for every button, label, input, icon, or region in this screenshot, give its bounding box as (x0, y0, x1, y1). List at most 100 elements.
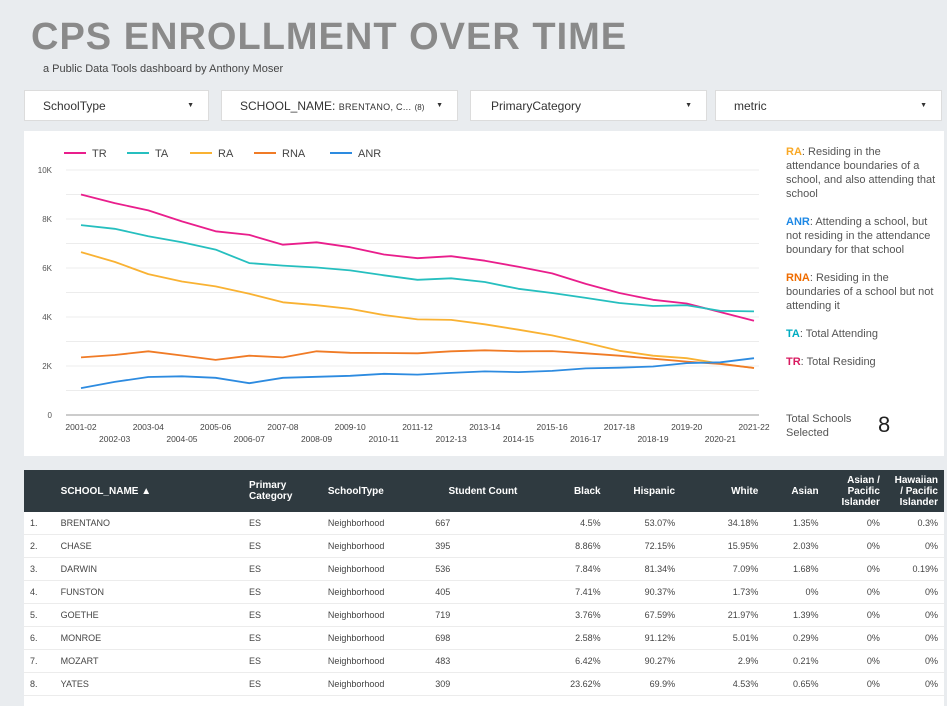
table-header-school-name[interactable]: SCHOOL_NAME ▲ (60, 485, 152, 497)
table-header-hispanic[interactable]: Hispanic (633, 485, 676, 497)
definition-key: RNA (786, 272, 810, 284)
metric-definitions: RA: Residing in the attendance boundarie… (786, 145, 936, 383)
cell-white-pct: 21.97% (681, 603, 765, 627)
cell-asian-pct: 0% (764, 580, 825, 604)
table-header-black[interactable]: Black (573, 485, 601, 497)
school-name-filter-count: (8) (414, 102, 425, 112)
cell-school-type: Neighborhood (321, 534, 430, 558)
x-tick-label: 2021-22 (738, 422, 769, 432)
cell-primary-category: ES (243, 512, 322, 535)
cell-primary-category: ES (243, 557, 322, 581)
cell-asian-pacific-islander-pct: 0% (824, 580, 886, 604)
y-tick-label: 0 (48, 411, 53, 420)
cell-hawaiian-pacific-islander-pct: 0% (885, 626, 944, 650)
cell-hispanic-pct: 91.12% (606, 626, 682, 650)
table-header-primary-category[interactable]: Primary Category (249, 480, 293, 502)
primary-category-filter[interactable]: PrimaryCategory ▼ (470, 90, 707, 121)
cell-student-count: 536 (429, 557, 524, 581)
legend-label-tr: TR (92, 148, 107, 160)
table-row[interactable]: 1. BRENTANO ES Neighborhood 667 4.5% 53.07% 34.… (24, 512, 944, 535)
dropdown-arrow-icon: ▼ (920, 102, 927, 109)
table-body: 1. BRENTANO ES Neighborhood 667 4.5% 53.07% 34.… (24, 512, 944, 696)
cell-student-count: 395 (429, 534, 524, 558)
legend-label-anr: ANR (358, 148, 381, 160)
x-tick-label: 2003-04 (133, 422, 164, 432)
cell-hawaiian-pacific-islander-pct: 0% (885, 649, 944, 673)
cell-hawaiian-pacific-islander-pct: 0.19% (885, 557, 944, 581)
table-row[interactable]: 8. YATES ES Neighborhood 309 23.62% 69.9% 4.53%… (24, 672, 944, 696)
table-header-hawaiian-pacific-islander[interactable]: Hawaiian / Pacific Islander (894, 474, 938, 508)
table-row[interactable]: 4. FUNSTON ES Neighborhood 405 7.41% 90.37% 1.7… (24, 580, 944, 604)
page-subtitle: a Public Data Tools dashboard by Anthony… (43, 63, 284, 75)
enrollment-line-chart: 0 2K 4K 6K 8K 10K 2001-022002-032003-042004-05… (38, 148, 770, 444)
cell-school-name: MONROE (54, 626, 244, 650)
cell-asian-pct: 1.35% (764, 512, 825, 535)
cell-black-pct: 3.76% (523, 603, 607, 627)
series-line-ra (80, 251, 755, 369)
cell-primary-category: ES (243, 603, 322, 627)
cell-hawaiian-pacific-islander-pct: 0% (885, 672, 944, 696)
definition-tr: TR: Total Residing (786, 355, 936, 369)
cell-school-name: BRENTANO (54, 512, 244, 535)
cell-school-type: Neighborhood (321, 557, 430, 581)
table-header-index (24, 470, 55, 512)
y-tick-label: 6K (42, 264, 52, 273)
definition-key: TR (786, 356, 801, 368)
cell-white-pct: 1.73% (681, 580, 765, 604)
x-tick-label: 2005-06 (200, 422, 231, 432)
school-name-filter-label: SCHOOL_NAME: BRENTANO, C... (8) (240, 99, 436, 113)
table-header-school-type[interactable]: SchoolType (327, 485, 384, 497)
cell-row-index: 3. (24, 557, 55, 581)
table-row[interactable]: 5. GOETHE ES Neighborhood 719 3.76% 67.59% 21.9… (24, 603, 944, 627)
table-row[interactable]: 7. MOZART ES Neighborhood 483 6.42% 90.27% 2.9%… (24, 649, 944, 673)
cell-row-index: 7. (24, 649, 55, 673)
cell-asian-pct: 0.29% (764, 626, 825, 650)
cell-row-index: 5. (24, 603, 55, 627)
cell-asian-pacific-islander-pct: 0% (824, 512, 886, 535)
definition-text: : Residing in the boundaries of a school… (786, 272, 934, 312)
table-header-white[interactable]: White (731, 485, 759, 497)
table-row[interactable]: 2. CHASE ES Neighborhood 395 8.86% 72.15% 15.95… (24, 534, 944, 558)
cell-school-name: FUNSTON (54, 580, 244, 604)
x-tick-label: 2014-15 (503, 434, 534, 444)
cell-white-pct: 7.09% (681, 557, 765, 581)
cell-asian-pacific-islander-pct: 0% (824, 672, 886, 696)
cell-school-name: GOETHE (54, 603, 244, 627)
cell-row-index: 2. (24, 534, 55, 558)
cell-primary-category: ES (243, 649, 322, 673)
table-row[interactable]: 3. DARWIN ES Neighborhood 536 7.84% 81.34% 7.09… (24, 557, 944, 581)
cell-school-name: YATES (54, 672, 244, 696)
table-header-asian[interactable]: Asian (791, 485, 819, 497)
x-tick-label: 2004-05 (166, 434, 197, 444)
cell-hispanic-pct: 90.27% (606, 649, 682, 673)
cell-black-pct: 8.86% (523, 534, 607, 558)
x-tick-label: 2011-12 (402, 422, 433, 432)
cell-row-index: 4. (24, 580, 55, 604)
dropdown-arrow-icon: ▼ (187, 102, 194, 109)
definition-text: : Total Residing (800, 356, 876, 368)
table-row[interactable]: 6. MONROE ES Neighborhood 698 2.58% 91.12% 5.01… (24, 626, 944, 650)
definition-key: TA (786, 328, 800, 340)
definition-anr: ANR: Attending a school, but not residin… (786, 215, 936, 257)
school-name-filter[interactable]: SCHOOL_NAME: BRENTANO, C... (8) ▼ (221, 90, 458, 121)
x-tick-label: 2020-21 (705, 434, 736, 444)
metric-filter[interactable]: metric ▼ (715, 90, 942, 121)
table-header-student-count[interactable]: Student Count (448, 485, 518, 497)
cell-white-pct: 2.9% (681, 649, 765, 673)
table-header-row: SCHOOL_NAME ▲ Primary Category SchoolTyp… (24, 470, 944, 512)
cell-school-name: DARWIN (54, 557, 244, 581)
cell-asian-pct: 1.39% (764, 603, 825, 627)
cell-school-type: Neighborhood (321, 512, 430, 535)
x-tick-label: 2010-11 (369, 434, 400, 444)
dropdown-arrow-icon: ▼ (436, 102, 443, 109)
legend-label-rna: RNA (282, 148, 306, 160)
y-tick-label: 4K (42, 313, 52, 322)
metric-filter-label: metric (734, 98, 767, 113)
school-type-filter[interactable]: SchoolType ▼ (24, 90, 209, 121)
x-tick-label: 2006-07 (234, 434, 265, 444)
cell-asian-pct: 0.65% (764, 672, 825, 696)
x-tick-label: 2009-10 (335, 422, 366, 432)
primary-category-filter-label: PrimaryCategory (491, 98, 582, 113)
table-header-asian-pacific-islander[interactable]: Asian / Pacific Islander (841, 474, 880, 508)
cell-black-pct: 2.58% (523, 626, 607, 650)
